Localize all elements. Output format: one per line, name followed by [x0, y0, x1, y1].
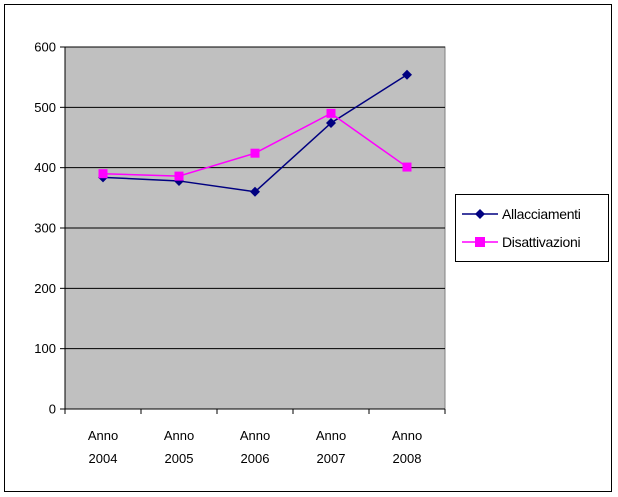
- y-tick-label-500: 500: [34, 100, 56, 115]
- legend-label-disattivazioni: Disattivazioni: [502, 234, 581, 250]
- axes: [60, 46, 446, 414]
- legend-item-allacciamenti: Allacciamenti: [462, 204, 581, 224]
- legend-swatch-disattivazioni: [462, 237, 498, 247]
- x-tick-label-2: Anno 2006: [240, 428, 270, 466]
- point-disattivazioni-4: [402, 162, 412, 172]
- legend-label-allacciamenti: Allacciamenti: [502, 206, 581, 222]
- point-allacciamenti-2: [250, 186, 260, 197]
- y-tick-label-600: 600: [34, 40, 56, 55]
- y-tick-label-400: 400: [34, 160, 56, 175]
- legend-item-disattivazioni: Disattivazioni: [462, 232, 581, 252]
- y-axis-tick-labels: 0 100 200 300 400 500 600: [34, 40, 56, 417]
- y-tick-label-100: 100: [34, 341, 56, 356]
- gridlines: [65, 46, 445, 350]
- x-tick-label-4: Anno 2008: [392, 428, 422, 466]
- x-tick-label-3: Anno 2007: [316, 428, 346, 466]
- point-disattivazioni-3: [326, 108, 336, 118]
- y-tick-label-0: 0: [49, 402, 56, 417]
- point-disattivazioni-2: [250, 148, 260, 158]
- point-allacciamenti-4: [402, 69, 412, 80]
- x-tick-label-1: Anno 2005: [164, 428, 194, 466]
- legend-swatch-allacciamenti: [462, 209, 498, 219]
- x-axis-tick-labels: Anno 2004 Anno 2005 Anno 2006 Anno 2007 Anno 2008: [88, 428, 422, 466]
- y-tick-label-300: 300: [34, 221, 56, 236]
- series-markers: [98, 69, 412, 197]
- point-allacciamenti-3: [326, 118, 336, 129]
- x-tick-label-0: Anno 2004: [88, 428, 118, 466]
- point-disattivazioni-0: [98, 169, 108, 179]
- legend: Allacciamenti Disattivazioni: [455, 194, 609, 262]
- point-disattivazioni-1: [174, 171, 184, 181]
- y-tick-label-200: 200: [34, 281, 56, 296]
